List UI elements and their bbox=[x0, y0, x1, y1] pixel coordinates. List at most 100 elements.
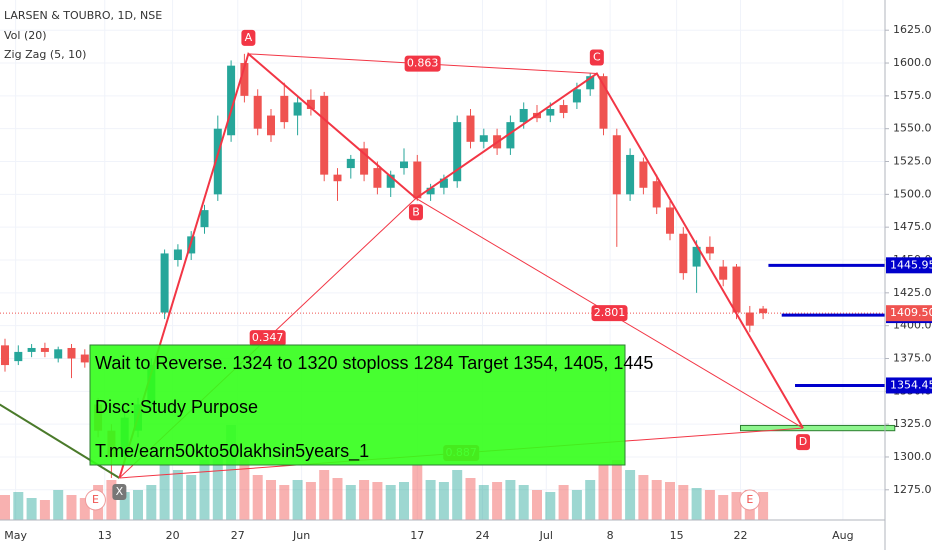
x-tick-label: Aug bbox=[832, 529, 853, 542]
candle-body bbox=[67, 347, 76, 359]
zigzag bbox=[118, 52, 804, 479]
volume-bar bbox=[239, 460, 250, 520]
y-tick-label: 1325.00 bbox=[893, 417, 932, 430]
y-tick-label: 1375.00 bbox=[893, 351, 932, 364]
volume-bar bbox=[385, 485, 396, 520]
candle-body bbox=[666, 207, 674, 234]
candle-body bbox=[679, 233, 688, 274]
ratio-label: 0.347 bbox=[252, 331, 284, 344]
candle-body bbox=[439, 178, 448, 188]
note-text: Wait to Reverse. 1324 to 1320 stoploss 1… bbox=[95, 353, 653, 373]
point-badge bbox=[408, 204, 423, 221]
ratio-badge bbox=[591, 305, 628, 322]
volume-bar bbox=[758, 492, 769, 520]
volume-bar bbox=[545, 492, 556, 520]
volume-bar bbox=[532, 490, 542, 520]
prior-leg bbox=[0, 403, 120, 479]
y-tick-label: 1575.00 bbox=[893, 89, 932, 102]
candle-body bbox=[586, 76, 595, 90]
candle-body bbox=[54, 349, 63, 359]
volume-bar bbox=[731, 492, 742, 520]
candle-body bbox=[572, 89, 581, 103]
candle-body bbox=[200, 210, 209, 228]
candle-body bbox=[280, 95, 289, 123]
volume-bar bbox=[718, 495, 729, 520]
candle-body bbox=[719, 266, 728, 280]
volume-bar bbox=[146, 485, 157, 520]
volume-bar bbox=[585, 480, 596, 520]
volume-bar bbox=[252, 475, 263, 520]
volume-bar bbox=[212, 450, 223, 520]
volume-bar bbox=[412, 465, 423, 520]
volume-bar bbox=[678, 485, 689, 520]
volume-bar bbox=[159, 465, 170, 520]
event-label: E bbox=[746, 493, 753, 506]
indicator-label: Vol (20) bbox=[4, 29, 47, 42]
candle-body bbox=[227, 65, 236, 136]
candle-body bbox=[267, 115, 275, 136]
point-label: D bbox=[799, 435, 807, 448]
volume-bar bbox=[558, 485, 569, 520]
volume-bar bbox=[0, 495, 10, 520]
volume-bar bbox=[571, 490, 582, 520]
volume-bar bbox=[319, 470, 330, 520]
y-tick-label: 1425.00 bbox=[893, 286, 932, 299]
candle-body bbox=[40, 347, 49, 352]
candle-body bbox=[240, 63, 249, 96]
ratio-badge bbox=[249, 330, 286, 347]
volume-bar bbox=[651, 480, 662, 520]
candle-body bbox=[546, 108, 555, 116]
x-tick-label: 13 bbox=[98, 529, 112, 542]
volume-bar bbox=[332, 478, 343, 520]
event-marker bbox=[739, 489, 761, 511]
candle-body bbox=[759, 308, 768, 314]
volume-bar bbox=[691, 488, 702, 520]
point-label: X bbox=[116, 485, 124, 498]
candle-body bbox=[453, 122, 462, 182]
volume-bar bbox=[425, 480, 436, 520]
volume-bar bbox=[518, 485, 529, 520]
target-zone bbox=[739, 424, 896, 432]
candle-body bbox=[320, 95, 329, 175]
candle-body bbox=[705, 246, 714, 254]
volume-bar bbox=[106, 480, 117, 520]
point-label: A bbox=[245, 31, 253, 44]
x-tick-label: 8 bbox=[607, 529, 614, 542]
x-tick-label: 27 bbox=[231, 529, 245, 542]
y-tick-label: 1500.00 bbox=[893, 187, 932, 200]
volume-bar bbox=[119, 492, 130, 520]
candle-body bbox=[506, 122, 515, 149]
candle-body bbox=[612, 135, 621, 195]
volume-bar bbox=[665, 482, 675, 520]
volume-bar bbox=[226, 425, 237, 520]
candle-body bbox=[652, 181, 661, 208]
volume-bar bbox=[13, 492, 24, 520]
ratio-label: 0.863 bbox=[407, 57, 439, 70]
y-tick-label: 1550.00 bbox=[893, 122, 932, 135]
x-tick-label: 20 bbox=[166, 529, 180, 542]
volume-bar bbox=[53, 490, 64, 520]
volume-bar bbox=[625, 470, 636, 520]
candle-body bbox=[173, 249, 182, 260]
volume-bar bbox=[465, 478, 476, 520]
note-text: Disc: Study Purpose bbox=[95, 397, 258, 417]
volume-bar bbox=[305, 482, 316, 520]
x-tick-label: Jun bbox=[292, 529, 310, 542]
level-price-label-bg bbox=[886, 257, 932, 274]
volume-bar bbox=[266, 480, 276, 520]
volume-bar bbox=[292, 480, 303, 520]
volume-bar bbox=[26, 498, 37, 520]
last-price-label: 1409.50 bbox=[890, 306, 932, 319]
volume-bar bbox=[345, 485, 356, 520]
candle-body bbox=[346, 158, 355, 169]
candle-body bbox=[413, 161, 422, 199]
point-label: C bbox=[593, 51, 601, 64]
candle-body bbox=[479, 135, 488, 142]
x-tick-label: 22 bbox=[733, 529, 747, 542]
candle-body bbox=[333, 174, 342, 182]
volume-bar bbox=[359, 480, 370, 520]
level-price-label: 1354.45 bbox=[890, 378, 932, 391]
candle-body bbox=[626, 154, 635, 195]
